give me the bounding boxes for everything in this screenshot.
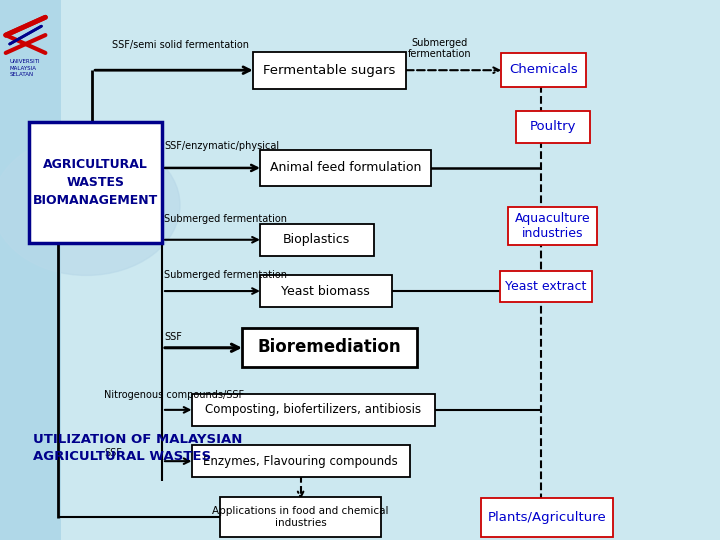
Text: Yeast extract: Yeast extract xyxy=(505,280,587,293)
Text: Chemicals: Chemicals xyxy=(509,63,578,77)
Text: Bioplastics: Bioplastics xyxy=(283,233,351,246)
Text: Bioremediation: Bioremediation xyxy=(258,339,401,356)
FancyBboxPatch shape xyxy=(500,271,592,302)
Text: Plants/Agriculture: Plants/Agriculture xyxy=(487,511,606,524)
Text: Nitrogenous compounds/SSF: Nitrogenous compounds/SSF xyxy=(104,390,245,400)
Text: UNIVERSITI
MALAYSIA
SELATAN: UNIVERSITI MALAYSIA SELATAN xyxy=(9,59,40,77)
Text: Composting, biofertilizers, antibiosis: Composting, biofertilizers, antibiosis xyxy=(205,403,421,416)
Text: Aquaculture
industries: Aquaculture industries xyxy=(515,212,590,240)
FancyBboxPatch shape xyxy=(501,53,586,87)
Text: Poultry: Poultry xyxy=(529,120,576,133)
Text: Applications in food and chemical
industries: Applications in food and chemical indust… xyxy=(212,507,389,528)
Text: AGRICULTURAL
WASTES
BIOMANAGEMENT: AGRICULTURAL WASTES BIOMANAGEMENT xyxy=(33,158,158,207)
FancyBboxPatch shape xyxy=(192,445,410,477)
Text: Enzymes, Flavouring compounds: Enzymes, Flavouring compounds xyxy=(203,455,398,468)
FancyBboxPatch shape xyxy=(516,111,590,143)
FancyBboxPatch shape xyxy=(260,224,374,256)
FancyBboxPatch shape xyxy=(220,497,381,537)
Text: Submerged fermentation: Submerged fermentation xyxy=(164,271,287,280)
Text: UTILIZATION OF MALAYSIAN
AGRICULTURAL WASTES: UTILIZATION OF MALAYSIAN AGRICULTURAL WA… xyxy=(33,433,243,463)
FancyBboxPatch shape xyxy=(260,150,431,186)
Text: Fermentable sugars: Fermentable sugars xyxy=(264,64,395,77)
FancyBboxPatch shape xyxy=(260,275,392,307)
Text: Submerged fermentation: Submerged fermentation xyxy=(164,214,287,224)
FancyBboxPatch shape xyxy=(508,207,597,245)
Text: SSF/enzymatic/physical: SSF/enzymatic/physical xyxy=(164,141,279,151)
Text: Submerged
fermentation: Submerged fermentation xyxy=(408,38,471,59)
FancyBboxPatch shape xyxy=(242,328,417,367)
Text: Animal feed formulation: Animal feed formulation xyxy=(270,161,421,174)
Text: SSF/semi solid fermentation: SSF/semi solid fermentation xyxy=(112,40,248,50)
Circle shape xyxy=(0,135,180,275)
FancyBboxPatch shape xyxy=(29,122,162,243)
Text: SSF: SSF xyxy=(104,448,122,457)
Text: Yeast biomass: Yeast biomass xyxy=(282,285,370,298)
FancyBboxPatch shape xyxy=(192,394,435,426)
Text: SSF: SSF xyxy=(164,333,182,342)
FancyBboxPatch shape xyxy=(0,0,61,540)
FancyBboxPatch shape xyxy=(481,498,613,537)
FancyBboxPatch shape xyxy=(253,52,406,89)
